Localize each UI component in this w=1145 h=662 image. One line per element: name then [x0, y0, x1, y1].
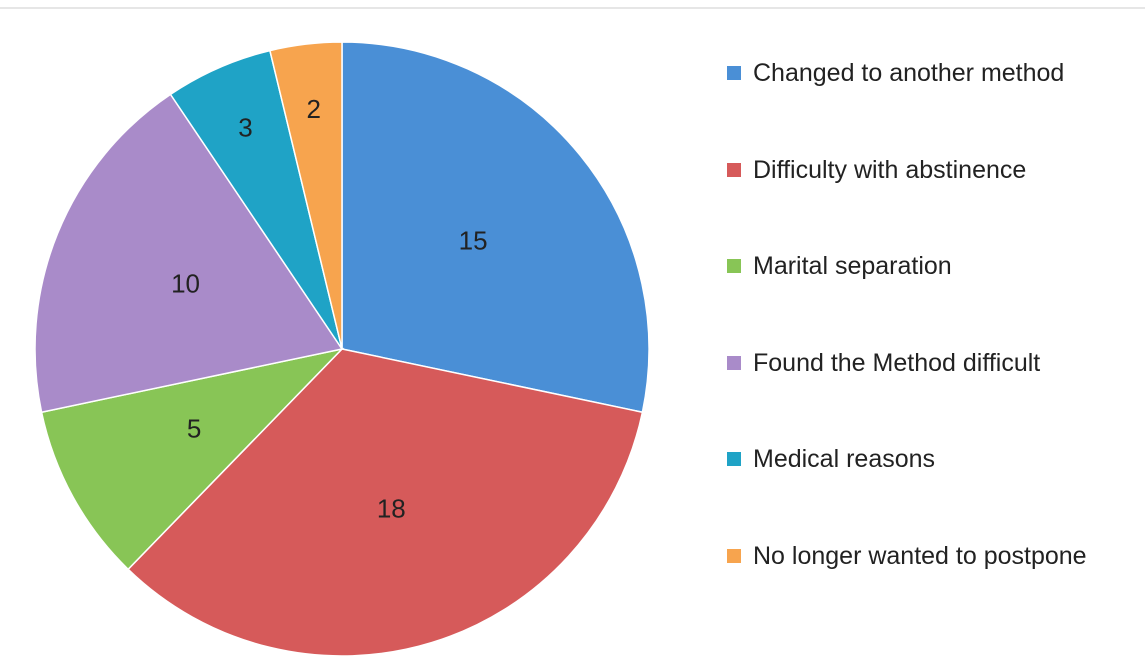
- pie-slice: [40, 347, 345, 571]
- legend-label: Marital separation: [753, 252, 952, 280]
- legend: Changed to another method Difficulty with…: [727, 58, 1105, 637]
- legend-label: No longer wanted to postpone: [753, 541, 1087, 570]
- pie-slice: [34, 93, 344, 414]
- legend-swatch: [727, 355, 741, 370]
- legend-label: Medical reasons: [753, 445, 936, 473]
- legend-swatch: [727, 452, 741, 466]
- legend-swatch: [727, 259, 741, 273]
- data-label: 3: [238, 113, 252, 143]
- pie-slice: [268, 41, 343, 350]
- legend-swatch: [727, 548, 741, 563]
- legend-label: Difficulty with abstinence: [753, 155, 1027, 184]
- legend-label: Found the Method difficult: [753, 348, 1041, 377]
- legend-item: Changed to another method: [727, 58, 1105, 155]
- legend-item: Marital separation: [727, 251, 1105, 348]
- legend-item: No longer wanted to postpone: [727, 541, 1105, 638]
- data-label: 10: [171, 268, 200, 298]
- pie: 15 18 5 10 3 2: [34, 41, 650, 657]
- legend-item: Difficulty with abstinence: [727, 155, 1105, 252]
- pie-slice: [341, 41, 650, 414]
- legend-label: Changed to another method: [753, 59, 1065, 87]
- data-label: 18: [377, 493, 406, 523]
- legend-item: Medical reasons: [727, 444, 1105, 541]
- data-label: 2: [306, 94, 320, 124]
- data-label: 5: [187, 413, 201, 443]
- legend-swatch: [727, 162, 741, 177]
- legend-item: Found the Method difficult: [727, 348, 1105, 445]
- pie-slice: [127, 348, 644, 657]
- legend-swatch: [727, 66, 741, 80]
- data-label: 15: [459, 225, 488, 255]
